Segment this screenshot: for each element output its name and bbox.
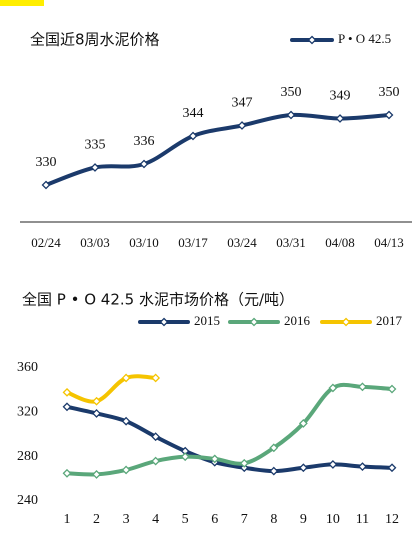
x-tick-label: 04/08 [325, 235, 355, 250]
marker [92, 469, 101, 479]
marker [188, 131, 198, 141]
y-tick-label: 360 [17, 360, 38, 375]
x-tick-label: 10 [326, 512, 340, 527]
x-tick-label: 11 [356, 512, 369, 527]
marker [210, 454, 220, 464]
x-tick-label: 5 [182, 512, 189, 527]
marker [387, 463, 397, 473]
marker [358, 462, 367, 472]
marker [387, 384, 397, 394]
x-tick-label: 9 [300, 512, 307, 527]
marker [121, 465, 131, 475]
x-tick-label: 03/24 [227, 235, 257, 250]
marker [151, 456, 161, 466]
marker [92, 409, 101, 418]
marker [121, 416, 131, 426]
marker [180, 452, 190, 462]
marker [269, 466, 279, 476]
marker [239, 463, 249, 473]
legend-marker [341, 317, 351, 327]
marker [90, 163, 100, 172]
data-label: 347 [232, 96, 253, 111]
series-line [65, 382, 394, 477]
marker [328, 460, 338, 469]
marker [237, 121, 247, 130]
marker [335, 114, 345, 123]
data-label: 349 [330, 89, 351, 104]
legend-marker [159, 317, 169, 327]
marker [151, 432, 161, 442]
x-tick-label: 03/03 [80, 235, 110, 250]
data-label: 335 [85, 138, 106, 153]
x-tick-label: 6 [211, 512, 218, 527]
marker [151, 373, 161, 383]
data-label: 336 [134, 134, 155, 149]
marker [269, 443, 279, 453]
x-tick-label: 7 [241, 512, 248, 527]
legend-marker [307, 35, 317, 45]
marker [239, 458, 249, 468]
x-tick-label: 1 [64, 512, 71, 527]
marker [286, 110, 296, 120]
x-tick-label: 03/10 [129, 235, 159, 250]
data-label: 350 [281, 85, 302, 100]
x-tick-label: 04/13 [374, 235, 404, 250]
marker [92, 396, 101, 406]
legend-label: 2016 [284, 313, 311, 328]
x-tick-label: 12 [385, 512, 399, 527]
marker [62, 468, 72, 478]
chart-title: 全国近8周水泥价格 [30, 31, 160, 49]
legend-label: P • O 42.5 [338, 31, 391, 46]
legend-label: 2017 [376, 313, 403, 328]
data-label: 344 [183, 106, 204, 121]
y-tick-label: 240 [17, 493, 38, 508]
marker [384, 110, 394, 120]
chart-title: 全国 P • O 42.5 水泥市场价格（元/吨） [22, 291, 294, 309]
series-line [65, 374, 158, 404]
data-label: 330 [36, 155, 57, 170]
data-label: 350 [379, 85, 400, 100]
x-tick-label: 3 [123, 512, 130, 527]
legend-label: 2015 [194, 313, 220, 328]
marker [298, 418, 308, 428]
marker [121, 373, 131, 383]
x-tick-label: 02/24 [31, 235, 61, 250]
marker [298, 463, 308, 473]
marker [41, 180, 51, 190]
y-tick-label: 320 [17, 405, 38, 420]
marker [62, 402, 72, 412]
corner-tag [0, 0, 44, 6]
marker [62, 387, 72, 397]
marker [328, 383, 338, 393]
x-tick-label: 8 [270, 512, 277, 527]
legend-marker [249, 317, 259, 327]
x-tick-label: 03/17 [178, 235, 208, 250]
x-tick-label: 03/31 [276, 235, 306, 250]
marker [139, 159, 149, 169]
x-tick-label: 4 [152, 512, 159, 527]
x-tick-label: 2 [93, 512, 100, 527]
y-tick-label: 280 [17, 449, 38, 464]
marker [358, 382, 367, 392]
